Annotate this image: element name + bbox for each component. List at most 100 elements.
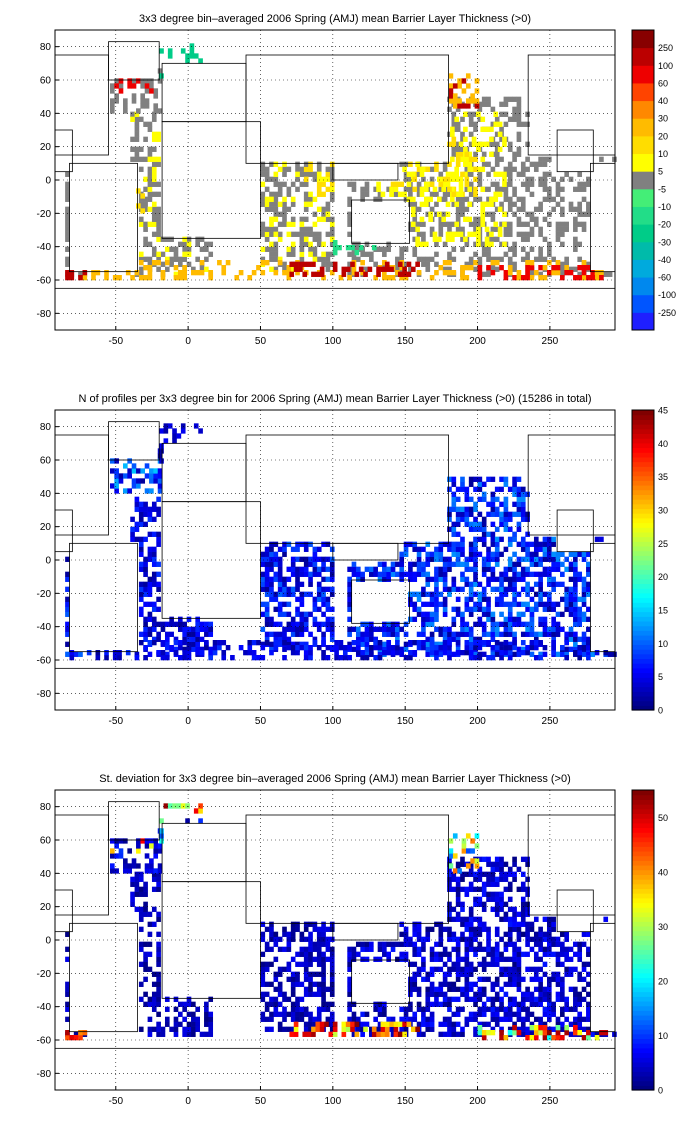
heatmap-cell bbox=[520, 171, 526, 177]
heatmap-cell bbox=[594, 275, 600, 281]
heatmap-cell bbox=[460, 586, 465, 592]
heatmap-cell bbox=[525, 621, 530, 627]
heatmap-cell bbox=[512, 951, 517, 957]
heatmap-cell bbox=[269, 251, 274, 257]
heatmap-cell bbox=[507, 486, 513, 492]
heatmap-cell bbox=[355, 631, 361, 637]
heatmap-cell bbox=[490, 981, 496, 987]
heatmap-cell bbox=[432, 236, 438, 242]
heatmap-cell bbox=[564, 591, 569, 597]
colorbar-tick-label: 10 bbox=[658, 1031, 668, 1041]
heatmap-cell bbox=[321, 996, 326, 1002]
heatmap-cell bbox=[477, 181, 483, 187]
heatmap-cell bbox=[308, 1021, 313, 1027]
heatmap-cell bbox=[489, 201, 494, 207]
colorbar-tick-label: 5 bbox=[658, 167, 663, 177]
heatmap-cell bbox=[260, 221, 266, 227]
heatmap-cell bbox=[321, 191, 326, 197]
heatmap-cell bbox=[542, 621, 548, 627]
heatmap-cell bbox=[455, 531, 461, 537]
heatmap-cell bbox=[173, 636, 179, 642]
heatmap-cell bbox=[312, 941, 318, 947]
heatmap-cell bbox=[134, 116, 140, 122]
heatmap-cell bbox=[419, 216, 425, 222]
heatmap-cell bbox=[507, 171, 513, 177]
heatmap-cell bbox=[568, 601, 574, 607]
heatmap-cell bbox=[151, 161, 157, 167]
heatmap-cell bbox=[473, 486, 478, 492]
heatmap-cell bbox=[468, 141, 474, 147]
heatmap-cell bbox=[555, 956, 561, 962]
heatmap-cell bbox=[473, 640, 478, 646]
heatmap-cell bbox=[351, 241, 357, 247]
y-tick-label: 80 bbox=[40, 422, 52, 433]
heatmap-cell bbox=[434, 166, 439, 172]
heatmap-cell bbox=[507, 616, 513, 622]
heatmap-cell bbox=[177, 1011, 183, 1017]
heatmap-cell bbox=[282, 996, 287, 1002]
heatmap-cell bbox=[529, 161, 535, 167]
heatmap-cell bbox=[403, 641, 409, 647]
heatmap-cell bbox=[512, 576, 517, 582]
heatmap-cell bbox=[594, 536, 600, 542]
heatmap-cell bbox=[351, 186, 357, 192]
heatmap-cell bbox=[560, 976, 565, 982]
heatmap-cell bbox=[308, 941, 313, 947]
heatmap-cell bbox=[516, 486, 522, 492]
heatmap-cell bbox=[377, 626, 383, 632]
heatmap-cell bbox=[351, 1001, 357, 1007]
heatmap-cell bbox=[473, 981, 478, 987]
heatmap-cell bbox=[329, 626, 335, 632]
colorbar-segment bbox=[632, 100, 654, 119]
heatmap-cell bbox=[347, 961, 352, 967]
heatmap-cell bbox=[286, 946, 292, 952]
heatmap-cell bbox=[512, 596, 517, 602]
heatmap-cell bbox=[507, 581, 513, 587]
heatmap-cell bbox=[546, 1030, 552, 1036]
heatmap-cell bbox=[573, 601, 578, 607]
heatmap-cell bbox=[273, 636, 279, 642]
colorbar-segment bbox=[632, 686, 654, 692]
heatmap-cell bbox=[607, 651, 613, 657]
heatmap-cell bbox=[149, 478, 154, 484]
heatmap-cell bbox=[143, 241, 148, 247]
heatmap-cell bbox=[464, 921, 470, 927]
colorbar-segment bbox=[632, 277, 654, 296]
heatmap-cell bbox=[468, 481, 474, 487]
heatmap-cell bbox=[512, 476, 517, 482]
heatmap-cell bbox=[421, 1016, 426, 1022]
heatmap-cell bbox=[273, 640, 279, 646]
heatmap-cell bbox=[468, 1011, 474, 1017]
heatmap-cell bbox=[599, 275, 604, 281]
heatmap-cell bbox=[507, 181, 513, 187]
heatmap-cell bbox=[477, 941, 483, 947]
heatmap-cell bbox=[474, 863, 480, 869]
heatmap-cell bbox=[185, 818, 190, 824]
heatmap-cell bbox=[195, 641, 201, 647]
heatmap-cell bbox=[486, 616, 491, 622]
heatmap-cell bbox=[503, 616, 509, 622]
heatmap-cell bbox=[264, 611, 270, 617]
heatmap-cell bbox=[403, 196, 409, 202]
heatmap-cell bbox=[308, 921, 313, 927]
colorbar-tick-label: -60 bbox=[658, 273, 671, 283]
heatmap-cell bbox=[198, 58, 203, 64]
heatmap-cell bbox=[251, 650, 257, 656]
heatmap-cell bbox=[481, 531, 487, 537]
heatmap-cell bbox=[164, 651, 170, 657]
heatmap-cell bbox=[573, 1006, 578, 1012]
heatmap-cell bbox=[577, 655, 583, 661]
heatmap-cell bbox=[399, 1006, 405, 1012]
heatmap-cell bbox=[130, 891, 135, 897]
heatmap-cell bbox=[486, 640, 491, 646]
heatmap-cell bbox=[512, 186, 517, 192]
heatmap-cell bbox=[442, 1021, 448, 1027]
heatmap-cell bbox=[451, 946, 457, 952]
heatmap-cell bbox=[156, 911, 161, 917]
heatmap-cell bbox=[460, 506, 465, 512]
heatmap-cell bbox=[286, 941, 292, 947]
colorbar-segment bbox=[632, 902, 654, 908]
heatmap-cell bbox=[477, 511, 483, 517]
heatmap-cell bbox=[503, 496, 509, 502]
heatmap-cell bbox=[182, 1031, 187, 1037]
